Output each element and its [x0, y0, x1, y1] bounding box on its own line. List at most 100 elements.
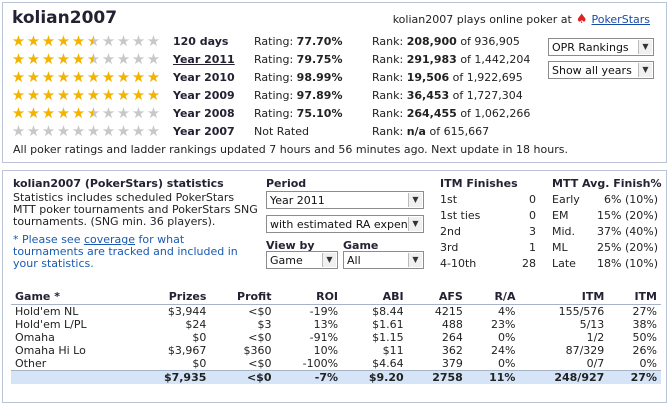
star-icon: ★: [71, 86, 86, 104]
table-cell: 24%: [491, 343, 516, 357]
star-icon: ★: [26, 86, 41, 104]
pokerstars-link[interactable]: PokerStars: [591, 13, 650, 26]
total-cell: -7%: [275, 369, 343, 384]
itm-row: 1st 0: [440, 193, 536, 206]
star-icon: ★: [101, 68, 116, 86]
game-select[interactable]: All ▼: [343, 251, 424, 269]
rating-label: Rating:: [254, 107, 294, 120]
table-row: Omaha Hi Lo $3,967 $360 10% $11 362 24% 87/329 2…: [11, 344, 661, 357]
table-cell: 4215: [434, 304, 463, 318]
total-cell: $9.20: [342, 369, 408, 384]
star-icon: ★: [56, 104, 71, 122]
rating-row: ★ ★ ★ ★ ★ ★ ★ ★ ★ ★ Year 2007 Not Rated Rank: n/a of…: [11, 124, 541, 140]
rating-percent: 77.70%: [296, 35, 343, 48]
rank-value: Rank: 291,983 of 1,442,204: [372, 53, 530, 66]
star-icon: ★: [11, 86, 26, 104]
stats-title: kolian2007 (PokerStars) statistics: [13, 177, 224, 190]
table-cell: 87/329: [565, 343, 605, 357]
chevron-down-icon: ▼: [408, 217, 422, 231]
star-icon: ★: [56, 122, 71, 140]
mtt-row: Mid. 37% (40%): [552, 225, 658, 238]
mtt-label: Mid.: [552, 225, 576, 238]
rating-percent: 97.89%: [296, 89, 343, 102]
star-rating: ★ ★ ★ ★ ★ ★ ★ ★ ★ ★: [11, 70, 161, 85]
itm-label: 2nd: [440, 225, 461, 238]
rating-period[interactable]: Year 2011: [173, 53, 235, 66]
star-rating: ★ ★ ★ ★ ★ ★ ★ ★ ★ ★: [11, 34, 161, 49]
rank-total: of 1,062,266: [460, 107, 531, 120]
star-icon: ★: [116, 68, 131, 86]
coverage-link[interactable]: coverage: [83, 233, 136, 246]
star-icon: ★: [101, 104, 116, 122]
column-header: ITM: [608, 289, 661, 305]
rank-value: Rank: 208,900 of 936,905: [372, 35, 520, 48]
stats-description: Statistics includes scheduled PokerStars…: [13, 191, 258, 228]
rank-label: Rank:: [372, 107, 404, 120]
table-cell: $360: [243, 343, 272, 357]
star-icon: ★: [71, 68, 86, 86]
rating-percent: 79.75%: [296, 53, 343, 66]
period-select[interactable]: Year 2011 ▼: [266, 191, 424, 209]
star-icon: ★: [116, 50, 131, 68]
star-icon: ★: [116, 86, 131, 104]
total-cell: 2758: [407, 369, 467, 384]
table-cell: 23%: [491, 317, 516, 331]
column-header: ABI: [342, 289, 408, 305]
rating-period: Year 2008: [173, 107, 235, 120]
viewby-select[interactable]: Game ▼: [266, 251, 338, 269]
star-icon: ★: [26, 32, 41, 50]
rank-value: Rank: 19,506 of 1,922,695: [372, 71, 523, 84]
rank-total: of 615,667: [429, 125, 490, 138]
total-cell: <$0: [210, 369, 276, 384]
star-icon: ★: [146, 50, 161, 68]
table-cell: 488: [441, 317, 463, 331]
itm-row: 1st ties 0: [440, 209, 536, 222]
mtt-label: ML: [552, 241, 568, 254]
table-cell: <$0: [248, 356, 272, 370]
rating-period: 120 days: [173, 35, 229, 48]
star-icon: ★: [71, 122, 86, 140]
table-cell: $3,944: [167, 304, 207, 318]
table-cell: Omaha Hi Lo: [15, 343, 86, 357]
ra-select-value: with estimated RA expen: [270, 218, 408, 231]
star-icon: ★: [146, 86, 161, 104]
star-icon: ★: [41, 86, 56, 104]
years-select[interactable]: Show all years ▼: [548, 61, 654, 79]
table-cell: $3,967: [167, 343, 207, 357]
table-cell: $4.64: [372, 356, 404, 370]
table-cell: Hold'em NL: [15, 304, 79, 318]
column-header[interactable]: Game *: [11, 289, 134, 305]
rating-label: Rating:: [254, 89, 294, 102]
period-label: Period: [266, 177, 307, 190]
column-header: Profit: [210, 289, 276, 305]
rating-period: Year 2009: [173, 89, 235, 102]
rating-row: ★ ★ ★ ★ ★ ★ ★ ★ ★ ★ 120 days Rating: 77.70% Rank: 20…: [11, 34, 541, 50]
years-select-value: Show all years: [552, 64, 632, 77]
rating-row: ★ ★ ★ ★ ★ ★ ★ ★ ★ ★ Year 2011 Rating: 79.75% Rank: 2…: [11, 52, 541, 68]
star-icon: ★: [11, 50, 26, 68]
table-cell: -91%: [309, 330, 339, 344]
table-cell: 264: [441, 330, 463, 344]
rating-period: Year 2010: [173, 71, 235, 84]
viewby-select-value: Game: [270, 254, 303, 267]
itm-value: 3: [529, 225, 536, 238]
table-cell: $0: [192, 356, 207, 370]
star-icon: ★: [56, 32, 71, 50]
table-header-row: Game * Prizes Profit ROI ABI AFS R/A ITM ITM: [11, 289, 661, 305]
rank-number: 208,900: [406, 35, 457, 48]
ratings-panel: kolian2007 kolian2007 plays online poker…: [2, 2, 667, 163]
table-cell: Omaha: [15, 330, 55, 344]
rankings-select[interactable]: OPR Rankings ▼: [548, 38, 654, 56]
star-icon: ★: [101, 32, 116, 50]
table-row: Other $0 <$0 -100% $4.64 379 0% 0/7 0%: [11, 357, 661, 371]
itm-row: 4-10th 28: [440, 257, 536, 270]
rating-label: Rating:: [254, 71, 294, 84]
ra-select[interactable]: with estimated RA expen ▼: [266, 215, 424, 233]
column-header: ITM: [519, 289, 609, 305]
mtt-row: EM 15% (20%): [552, 209, 658, 222]
total-row: $7,935 <$0 -7% $9.20 2758 11% 248/927 27%: [11, 369, 661, 384]
column-header: ROI: [275, 289, 343, 305]
table-body: Hold'em NL $3,944 <$0 -19% $8.44 4215 4% 155/57…: [11, 304, 661, 384]
chevron-down-icon: ▼: [638, 40, 652, 54]
star-icon: ★: [116, 104, 131, 122]
